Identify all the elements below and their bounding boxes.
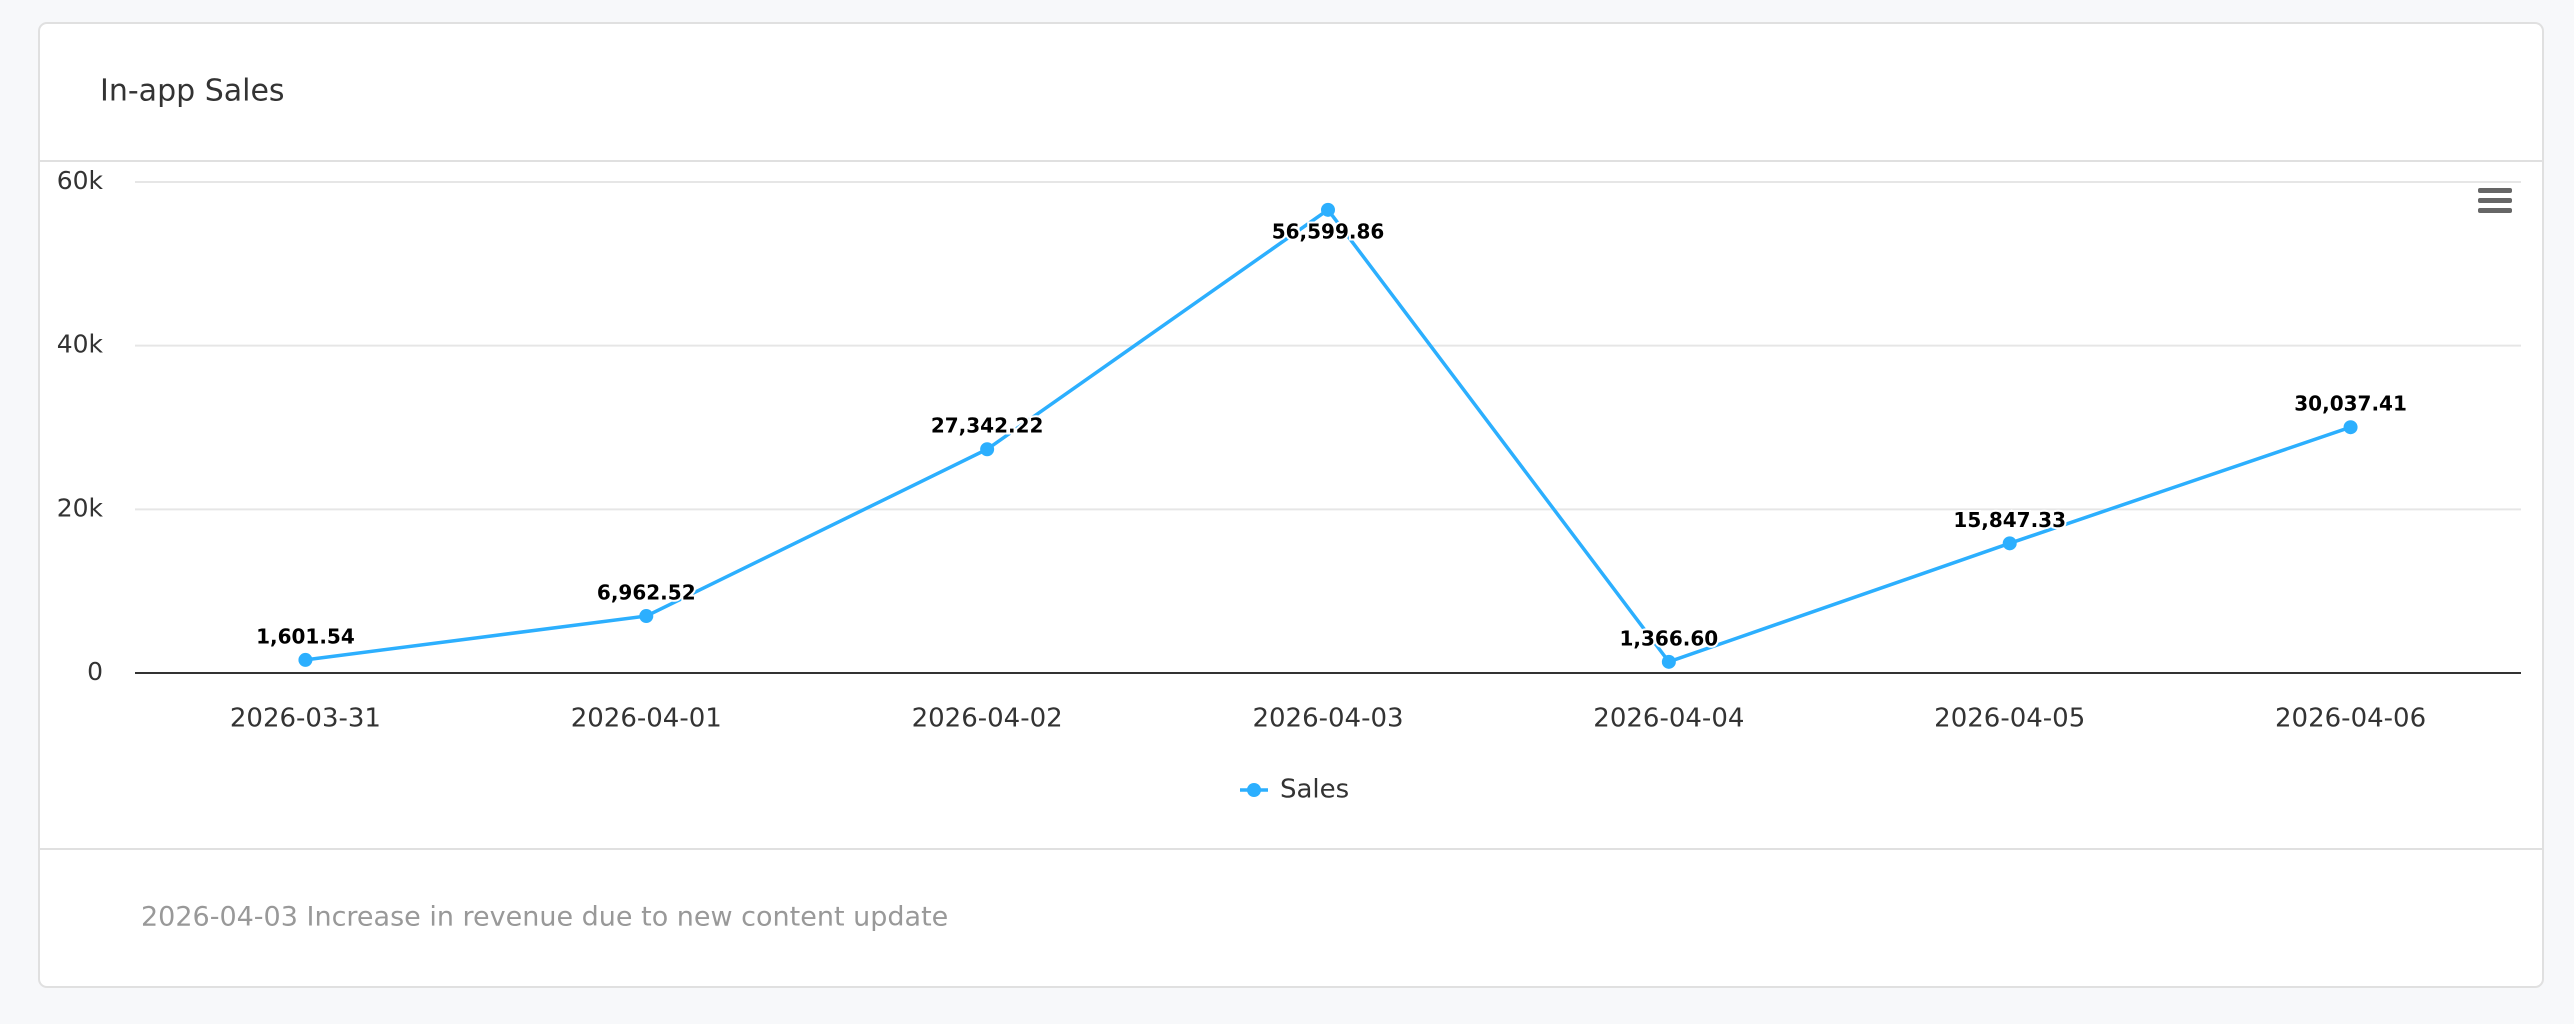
data-label: 6,962.52 xyxy=(597,581,696,605)
data-point xyxy=(298,652,313,667)
data-point xyxy=(639,609,654,624)
data-point xyxy=(1321,202,1335,217)
menu-button[interactable] xyxy=(2478,188,2512,213)
x-tick-label: 2026-04-01 xyxy=(571,704,722,734)
annotation: 2026-04-03 Increase in revenue due to ne… xyxy=(141,902,948,933)
chart-title: In-app Sales xyxy=(100,74,285,109)
menu-bar xyxy=(2478,208,2512,213)
data-label: 1,601.54 xyxy=(256,624,355,648)
data-point xyxy=(2002,536,2017,551)
card xyxy=(38,22,2544,988)
y-tick-label: 0 xyxy=(87,657,103,686)
legend-marker xyxy=(1247,783,1261,797)
data-label: 27,342.22 xyxy=(931,414,1044,438)
data-label: 56,599.86 xyxy=(1272,219,1385,243)
x-tick-label: 2026-04-05 xyxy=(1934,704,2085,734)
x-tick-label: 2026-04-04 xyxy=(1593,704,1744,734)
data-point xyxy=(1661,654,1676,669)
data-point xyxy=(980,442,995,457)
data-label: 15,847.33 xyxy=(1953,508,2066,532)
data-label: 1,366.60 xyxy=(1620,626,1719,650)
x-tick-label: 2026-03-31 xyxy=(230,704,381,734)
x-tick-label: 2026-04-03 xyxy=(1252,704,1403,734)
x-tick-label: 2026-04-06 xyxy=(2275,704,2426,734)
data-point xyxy=(2343,420,2358,435)
menu-bar xyxy=(2478,198,2512,203)
y-tick-label: 60k xyxy=(57,166,104,195)
y-tick-label: 40k xyxy=(57,330,104,359)
data-label: 30,037.41 xyxy=(2294,392,2407,416)
legend-label: Sales xyxy=(1280,775,1349,805)
y-tick-label: 20k xyxy=(57,493,104,522)
menu-bar xyxy=(2478,188,2512,193)
x-tick-label: 2026-04-02 xyxy=(912,704,1063,734)
